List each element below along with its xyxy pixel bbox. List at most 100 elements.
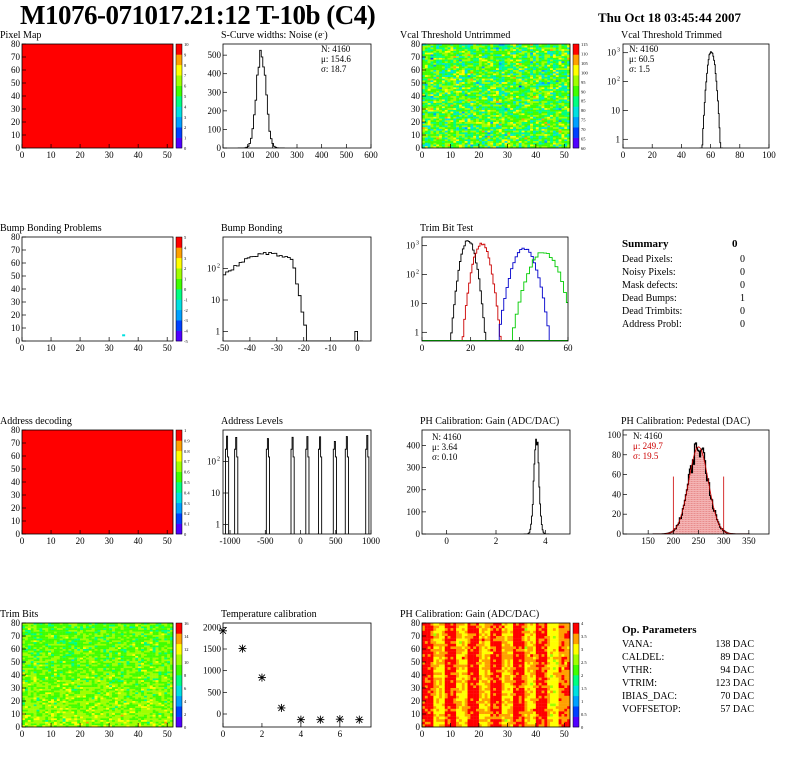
heatmap-cell [567,47,571,50]
heatmap-cell [45,701,49,703]
heatmap-cell [427,102,431,105]
heatmap-cell [33,675,37,677]
heatmap-cell [490,50,494,53]
heatmap-cell [552,73,556,76]
y-tick-label: 10 [207,457,217,467]
heatmap-cell [478,146,482,149]
heatmap-cell [424,120,428,123]
heatmap-cell [22,666,26,669]
x-tick-label: 50 [163,150,173,160]
heatmap-cell [22,669,26,672]
heatmap-cell [71,635,75,638]
heatmap-cell [501,134,505,137]
heatmap-cell [510,108,514,111]
heatmap-cell [481,92,485,95]
heatmap-cell [490,56,494,59]
heatmap-cell [552,142,556,145]
heatmap-cell [464,76,468,79]
heatmap-cell [424,57,428,60]
heatmap-cell [501,137,505,140]
heatmap-cell [527,135,531,138]
heatmap-cell [433,101,437,104]
heatmap-cell [510,92,514,95]
heatmap-cell [24,640,29,643]
x-tick-label: 50 [163,536,173,546]
heatmap-cell [564,92,568,95]
heatmap-cell [56,666,60,669]
heatmap-cell [39,643,43,646]
series-group [224,434,370,534]
heatmap-cell [53,643,58,646]
heatmap-cell [550,132,554,135]
heatmap-cell [535,127,539,130]
heatmap-cell [561,66,565,69]
heatmap-cell [530,83,534,86]
heatmap-cell [74,669,78,672]
heatmap-cell [42,657,46,660]
heatmap-cell [484,73,488,76]
y-tick-label: 1 [216,520,221,530]
heatmap-cell [467,128,471,131]
heatmap-cell [470,76,474,79]
heatmap-cell [558,82,562,85]
heatmap-cell [558,123,562,126]
heatmap-cell [36,702,40,705]
heatmap-cell [444,50,448,53]
heatmap-cell [39,671,43,674]
heatmap-cell [527,115,531,117]
heatmap-cell [45,629,49,632]
heatmap-cell [459,139,463,142]
heatmap-cell [490,135,494,138]
heatmap-cell [470,128,474,131]
heatmap-cell [439,76,443,79]
heatmap-cell [82,659,87,662]
heatmap-cell [456,122,460,124]
heatmap-cell [453,115,457,117]
heatmap-cell [524,56,528,59]
heatmap-cell [501,52,505,55]
heatmap-cell [74,713,78,716]
heatmap-cell [77,695,81,698]
heatmap-cell [530,139,534,142]
heatmap-cell [42,650,46,653]
heatmap-cell [447,142,451,145]
heatmap-cell [507,128,511,131]
heatmap-cell [48,721,52,724]
heatmap-cell [467,135,471,138]
heatmap-cell [490,122,494,124]
heatmap-cell [24,669,29,672]
heatmap-cell [450,85,454,88]
heatmap-cell [30,702,34,705]
heatmap-cell [68,671,72,674]
heatmap-cell [515,76,519,79]
heatmap-cell [51,699,55,702]
heatmap-cell [422,78,426,81]
heatmap-cell [45,687,49,690]
heatmap-cell [533,85,537,88]
heatmap-cell [496,115,500,117]
heatmap-cell [487,83,491,86]
heatmap-cell [510,52,514,55]
heatmap-cell [51,669,55,672]
heatmap-cell [33,725,37,728]
heatmap-cell [444,122,448,124]
heatmap-cell [464,92,468,95]
heatmap-cell [521,85,525,88]
heatmap-cell [424,134,428,137]
heatmap-cell [53,688,58,691]
chart-title: PH Calibration: Pedestal (DAC) [621,416,750,427]
heatmap-cell [524,76,528,79]
heatmap-cell [533,104,537,107]
heatmap-cell [555,132,559,135]
heatmap-cell [59,628,63,631]
heatmap-cell [56,695,60,698]
heatmap-cell [504,87,508,90]
heatmap-cell [74,681,78,684]
heatmap-cell [521,89,525,91]
heatmap-cell [510,135,514,138]
heatmap-cell [524,104,528,107]
heatmap-cell [51,681,55,684]
heatmap-cell [65,681,69,684]
heatmap-cell [77,645,81,648]
heatmap-cell [541,63,545,65]
